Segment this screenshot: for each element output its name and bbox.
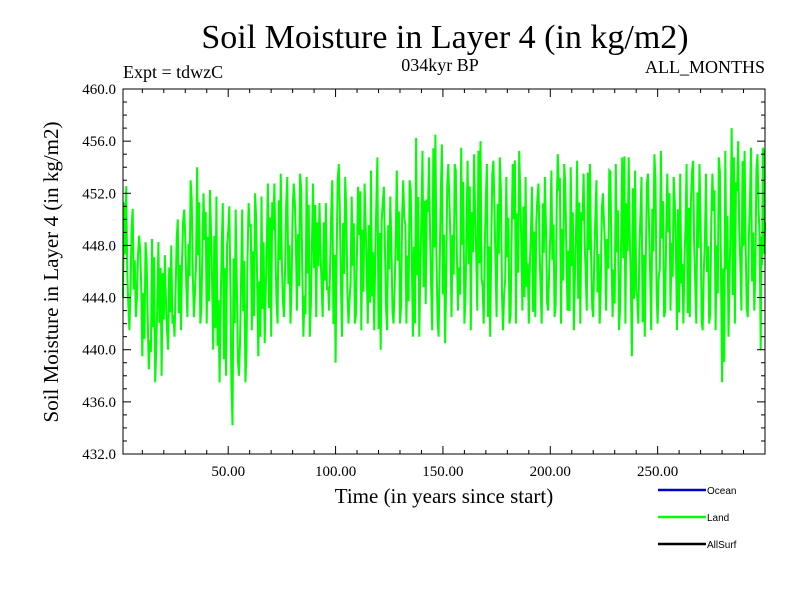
y-axis-label: Soil Moisture in Layer 4 (in kg/m2) [39, 122, 63, 423]
legend-label-allsurf: AllSurf [707, 540, 737, 551]
x-tick-label: 50.00 [211, 464, 245, 480]
x-tick-label: 250.00 [637, 464, 678, 480]
period-label: 034kyr BP [401, 55, 479, 75]
x-axis-ticks: 50.00 100.00 150.00 200.00 250.00 [141, 89, 766, 480]
y-tick-label: 444.0 [82, 291, 116, 307]
y-tick-label: 452.0 [82, 186, 116, 202]
x-axis-label: Time (in years since start) [335, 484, 554, 508]
y-tick-label: 440.0 [82, 343, 116, 359]
y-tick-label: 448.0 [82, 238, 116, 254]
legend-label-land: Land [707, 513, 729, 524]
y-tick-label: 456.0 [82, 134, 116, 150]
data-series-land [122, 128, 766, 426]
legend: Ocean Land AllSurf [658, 486, 737, 551]
x-tick-label: 200.00 [530, 464, 571, 480]
experiment-label: Expt = tdwzC [123, 62, 223, 82]
legend-label-ocean: Ocean [707, 486, 736, 497]
x-tick-label: 150.00 [422, 464, 463, 480]
y-tick-label: 460.0 [82, 82, 116, 98]
months-label: ALL_MONTHS [645, 57, 765, 77]
y-axis-ticks: 432.0 436.0 440.0 444.0 448.0 452.0 456.0 460.0 [82, 82, 765, 463]
y-tick-label: 432.0 [82, 447, 116, 463]
y-tick-label: 436.0 [82, 395, 116, 411]
chart-title: Soil Moisture in Layer 4 (in kg/m2) [201, 19, 688, 56]
series-line-land [122, 128, 766, 426]
x-tick-label: 100.00 [315, 464, 356, 480]
